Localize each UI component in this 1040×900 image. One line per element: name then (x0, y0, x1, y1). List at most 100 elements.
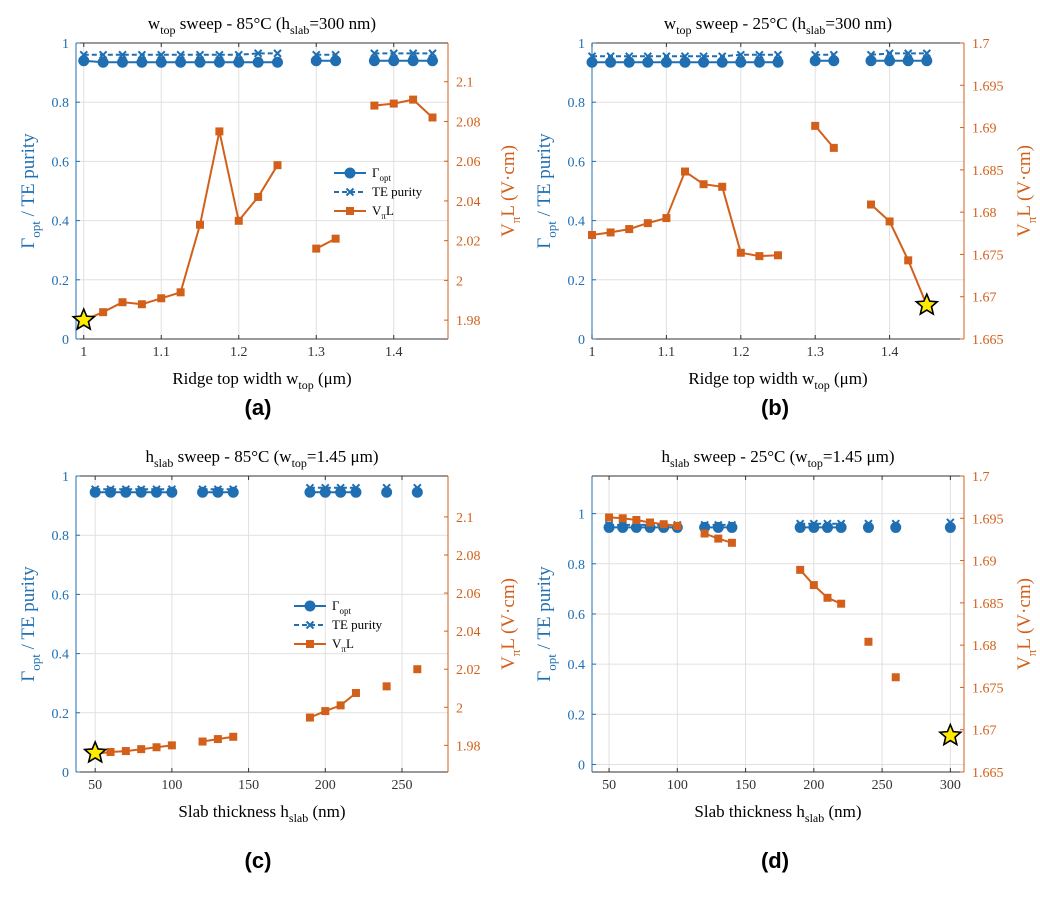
point-vpil (700, 529, 709, 538)
point-te-purity (773, 50, 783, 60)
point-te-purity (336, 483, 345, 493)
point-vpil (152, 743, 161, 752)
y-left-tick-label: 0.8 (52, 529, 70, 544)
point-gamma-opt (97, 56, 109, 68)
y-right-tick-label: 2.08 (456, 115, 481, 130)
point-vpil (885, 217, 894, 226)
point-vpil (389, 99, 398, 108)
x-tick-label: 1 (589, 345, 596, 360)
point-te-purity (829, 50, 839, 60)
x-tick-label: 1.3 (308, 345, 326, 360)
series-gamma-opt (586, 55, 933, 68)
chart-title: wtop sweep - 25°C (hslab=300 nm) (664, 14, 892, 37)
point-te-purity (606, 52, 615, 61)
point-te-purity (680, 52, 690, 61)
point-vpil (118, 298, 127, 307)
point-gamma-opt (233, 56, 245, 68)
point-vpil (632, 515, 641, 524)
y-right-tick-label: 2.1 (456, 76, 474, 91)
point-vpil (646, 518, 655, 527)
point-vpil (625, 225, 634, 234)
point-vpil (699, 180, 708, 189)
point-te-purity (229, 485, 238, 494)
point-vpil (673, 521, 682, 530)
point-te-purity (717, 52, 727, 61)
x-tick-label: 1.3 (806, 345, 824, 360)
series-te-purity (587, 49, 932, 61)
point-te-purity (79, 50, 88, 60)
point-vpil (106, 748, 115, 757)
point-te-purity (136, 485, 146, 494)
series-line-vpil (309, 692, 357, 719)
optimum-star-icon (82, 739, 108, 764)
y-left-tick-label: 0.4 (52, 648, 70, 663)
y-right-tick-label: 1.7 (972, 470, 990, 485)
legend-marker (306, 640, 314, 648)
y-axis-left-label: Γopt / TE purity (534, 133, 559, 249)
y-right-tick-label: 2.04 (456, 195, 481, 210)
x-tick-label: 100 (667, 778, 688, 793)
y-right-tick-label: 1.69 (972, 122, 997, 137)
point-te-purity (137, 50, 147, 60)
x-tick-label: 1.4 (385, 345, 403, 360)
point-vpil (755, 252, 764, 261)
point-vpil (167, 741, 176, 750)
series-line-vpil (591, 169, 779, 258)
legend-vpil: VπL (332, 636, 354, 654)
point-vpil (681, 167, 689, 176)
y-left-tick-label: 1 (578, 508, 585, 523)
x-tick-label: 50 (602, 778, 616, 793)
point-vpil (618, 514, 627, 523)
point-gamma-opt (368, 55, 380, 67)
y-left-tick-label: 1 (62, 470, 69, 485)
point-gamma-opt (388, 55, 400, 67)
point-vpil (99, 308, 108, 317)
point-te-purity (273, 49, 282, 58)
y-right-tick-label: 1.685 (972, 597, 1004, 612)
y-axis-right-label: VπL (V·cm) (498, 145, 523, 237)
point-vpil (176, 288, 185, 297)
y-right-tick-label: 1.69 (972, 555, 997, 570)
chart-title: wtop sweep - 85°C (hslab=300 nm) (148, 14, 376, 37)
point-te-purity (118, 50, 127, 60)
point-te-purity (370, 49, 379, 58)
chart-panel-c: 50 100 150 200 250 0 0.2 0.4 0.6 0.8 1 1.98 2 2.02 2.0… (18, 447, 523, 873)
y-left-tick-label: 0.6 (52, 588, 70, 603)
point-te-purity (810, 50, 820, 60)
point-vpil (662, 214, 671, 223)
x-tick-label: 200 (315, 778, 336, 793)
y-right-tick-label: 2.06 (456, 587, 481, 602)
point-vpil (829, 143, 838, 152)
point-gamma-opt (427, 55, 438, 67)
legend-marker (346, 207, 354, 215)
point-vpil (823, 593, 832, 602)
y-left-tick-label: 0.4 (52, 215, 70, 230)
y-left-tick-label: 0 (62, 766, 69, 781)
point-gamma-opt (194, 56, 206, 68)
point-te-purity (176, 50, 185, 60)
optimum-star-icon (937, 722, 963, 747)
y-right-tick-label: 1.68 (972, 206, 997, 221)
y-right-tick-label: 2.02 (456, 235, 481, 250)
y-axis-left-label: Γopt / TE purity (534, 566, 559, 682)
point-vpil (351, 689, 360, 698)
point-te-purity (946, 518, 955, 527)
x-axis-label: Ridge top width wtop (μm) (172, 369, 351, 392)
x-tick-label: 1.4 (881, 345, 899, 360)
point-te-purity (428, 49, 437, 58)
point-te-purity (587, 52, 597, 61)
series-te-purity (79, 49, 437, 60)
point-te-purity (167, 485, 177, 494)
x-tick-label: 50 (88, 778, 102, 793)
point-vpil (213, 735, 222, 744)
x-tick-label: 150 (735, 778, 756, 793)
y-left-tick-label: 0.2 (52, 274, 70, 289)
y-left-tick-label: 0.4 (568, 658, 586, 673)
y-right-tick-label: 2.02 (456, 663, 481, 678)
series-vpil (605, 513, 900, 682)
series-te-purity (90, 483, 422, 494)
point-te-purity (836, 519, 846, 528)
panel-label: (c) (245, 848, 272, 873)
